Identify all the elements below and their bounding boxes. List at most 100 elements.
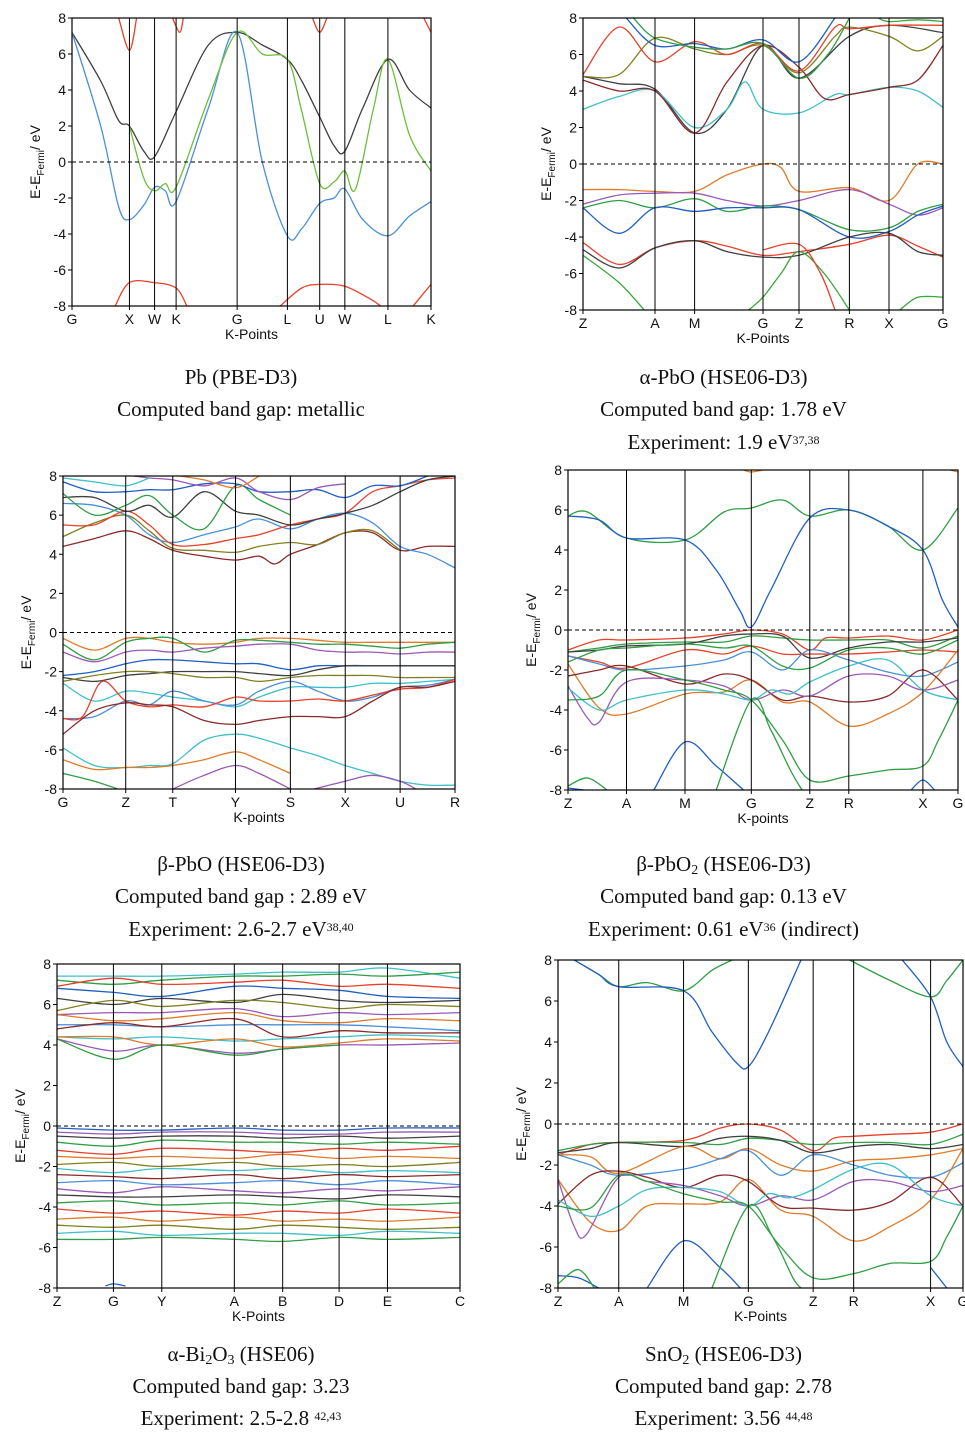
- band-line: [57, 1186, 460, 1194]
- band-line: [57, 1139, 460, 1147]
- x-tick-label: B: [278, 1293, 287, 1309]
- y-tick-label: -2: [540, 1157, 553, 1173]
- x-tick-label: T: [168, 794, 177, 810]
- y-tick-label: 0: [43, 1118, 51, 1134]
- band-line: [558, 1135, 963, 1154]
- x-tick-label: W: [338, 311, 352, 327]
- band-line: [63, 643, 455, 663]
- caption-beta-pbo2-title: β-PbO2 (HSE06-D3): [482, 852, 965, 880]
- band-line: [57, 985, 460, 1000]
- band-line: [57, 1230, 460, 1237]
- x-tick-label: Z: [795, 315, 804, 331]
- y-tick-label: 6: [544, 993, 552, 1009]
- band-plot-alpha-bi2o3: 8 6 4 2 0 -2 -4 -6 -8Z G Y A B D E C K-Points E-EFermi/ e…: [12, 956, 465, 1324]
- caption-bi2o3-gap: Computed band gap: 3.23: [132, 1374, 350, 1398]
- y-axis-title: E-EFermi/ eV: [538, 126, 558, 200]
- y-axis-title-main: E-E: [12, 1140, 28, 1163]
- y-tick-label: 6: [58, 46, 66, 62]
- x-tick-label: Z: [121, 794, 130, 810]
- bands-group: [72, 18, 431, 306]
- x-tick-label: M: [679, 795, 691, 811]
- y-axis-title-unit: / eV: [27, 124, 43, 150]
- y-axis-title-unit: / eV: [523, 592, 539, 618]
- plot-frame: [71, 17, 432, 307]
- band-line: [423, 18, 431, 33]
- band-line: [762, 242, 836, 310]
- band-line: [313, 774, 417, 789]
- x-tick-label: K: [171, 311, 181, 327]
- band-line: [57, 1167, 460, 1174]
- y-axis-title: E-EFermi/ eV: [27, 124, 47, 198]
- band-line: [57, 1038, 340, 1060]
- band-line: [568, 507, 958, 629]
- x-tick-label: X: [884, 315, 894, 331]
- y-axis-title-sub: Fermi: [36, 150, 47, 176]
- caption-sno2-title: SnO2 (HSE06-D3): [482, 1342, 965, 1370]
- x-tick-label: M: [678, 1293, 690, 1309]
- band-line: [57, 1224, 460, 1230]
- y-axis-title-unit: / eV: [12, 1088, 28, 1114]
- band-line: [558, 1268, 595, 1288]
- y-axis-title-unit: / eV: [18, 595, 34, 621]
- band-line: [558, 1275, 599, 1288]
- y-tick-label: 2: [58, 118, 66, 134]
- band-structure-beta-pbo2: 8 6 4 2 0 -2 -4 -6 -8 Z A M G Z R X G K-points E-EFermi/ e…: [482, 462, 965, 847]
- band-line: [711, 1203, 802, 1288]
- band-line: [646, 1240, 741, 1288]
- title-a: β-PbO: [636, 852, 692, 876]
- y-tick-label: -8: [550, 782, 563, 798]
- x-axis-title: K-Points: [737, 330, 790, 346]
- y-tick-label: 8: [58, 10, 66, 26]
- band-line: [63, 680, 455, 735]
- y-tick-label: -6: [550, 742, 563, 758]
- band-line: [63, 476, 455, 526]
- x-tick-label: U: [395, 794, 405, 810]
- x-tick-label: L: [284, 311, 292, 327]
- caption-alpha-pbo-gap: Computed band gap: 1.78 eV: [600, 397, 847, 421]
- band-line: [568, 649, 958, 678]
- y-axis-title-unit: / eV: [513, 1086, 529, 1112]
- y-tick-label: 8: [569, 10, 577, 26]
- band-line: [63, 476, 428, 499]
- x-axis-title: K-Points: [225, 326, 278, 342]
- band-plot-beta-pbo: 8 6 4 2 0 -2 -4 -6 -8G Z T Y S X U R K-points E-EFermi/ e…: [18, 468, 460, 825]
- x-axis-title: K-points: [233, 809, 284, 825]
- band-line: [63, 751, 291, 774]
- band-line: [133, 476, 346, 501]
- x-tick-label: E: [383, 1293, 392, 1309]
- band-line: [583, 254, 645, 310]
- x-tick-label: M: [689, 315, 701, 331]
- band-line: [583, 24, 943, 135]
- caption-beta-pbo-title: β-PbO (HSE06-D3): [157, 852, 325, 876]
- caption-sno2-exp: Experiment: 3.56 44,48: [482, 1406, 965, 1430]
- band-line: [172, 764, 291, 789]
- x-tick-label: G: [758, 315, 769, 331]
- y-axis-title-sub: Fermi: [522, 1112, 533, 1138]
- exp-ref: 36: [763, 920, 776, 934]
- y-tick-label: 8: [554, 462, 562, 478]
- band-line: [57, 1153, 460, 1160]
- band-line: [412, 283, 431, 306]
- x-tick-label: G: [58, 794, 69, 810]
- y-tick-label: 0: [49, 625, 57, 641]
- caption-alpha-pbo-title: α-PbO (HSE06-D3): [639, 365, 808, 389]
- y-tick-label: 4: [58, 82, 66, 98]
- y-tick-label: -4: [565, 229, 578, 245]
- y-tick-label: 0: [554, 622, 562, 638]
- band-line: [57, 1173, 460, 1180]
- y-tick-label: -8: [45, 781, 58, 797]
- band-line: [57, 1145, 460, 1155]
- band-line: [180, 476, 260, 489]
- y-tick-label: 2: [554, 582, 562, 598]
- x-tick-label: L: [384, 311, 392, 327]
- band-line: [877, 18, 943, 23]
- exp-text: Experiment: 2.5-2.8: [140, 1406, 315, 1430]
- title-sub: 2: [682, 1353, 690, 1368]
- y-axis-title-sub: Fermi: [532, 618, 543, 644]
- x-tick-label: Y: [157, 1293, 167, 1309]
- y-tick-label: -4: [45, 703, 58, 719]
- x-tick-label: W: [148, 311, 162, 327]
- band-line: [63, 772, 119, 789]
- y-axis-title: E-EFermi/ eV: [18, 595, 38, 669]
- title-sub2: 3: [227, 1353, 235, 1368]
